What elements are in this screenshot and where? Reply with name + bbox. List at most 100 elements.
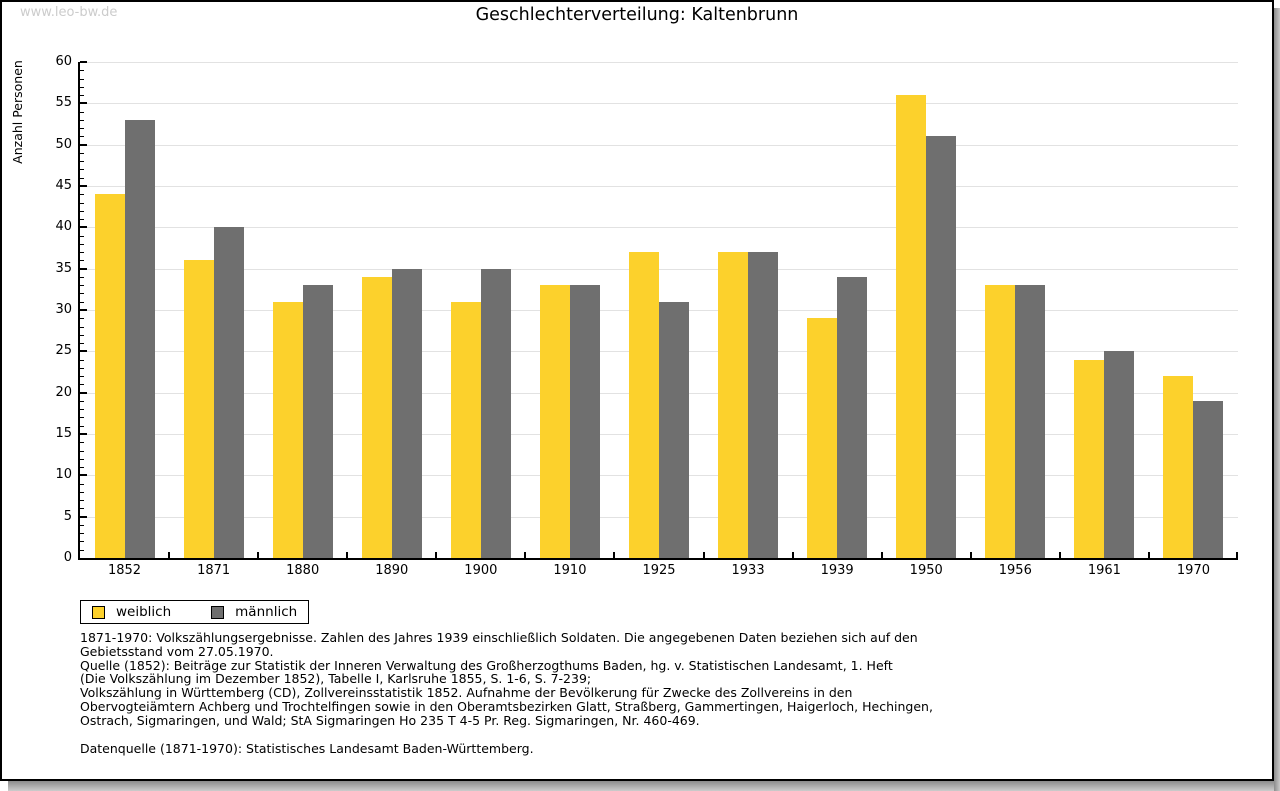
bar-männlich-1852	[124, 119, 155, 558]
x-category-label-1970: 1970	[1176, 563, 1210, 578]
x-tick-3	[346, 552, 349, 558]
y-major-tick-25	[80, 350, 87, 353]
x-tick-2	[257, 552, 260, 558]
bar-weiblich-1933	[718, 252, 749, 558]
y-major-tick-50	[80, 143, 87, 146]
y-tick-label-20: 20	[55, 384, 72, 400]
y-minor-tick-43	[80, 202, 84, 204]
y-minor-tick-6	[80, 508, 84, 510]
x-tick-4	[435, 552, 438, 558]
gridline-50	[80, 144, 1238, 146]
y-minor-tick-31	[80, 301, 84, 303]
y-tick-label-25: 25	[55, 343, 72, 359]
y-major-tick-60	[80, 61, 87, 63]
bar-männlich-1880	[302, 285, 333, 558]
y-tick-label-55: 55	[55, 95, 72, 111]
y-minor-tick-58	[80, 78, 84, 80]
y-minor-tick-53	[80, 119, 84, 121]
x-tick-13	[1236, 552, 1238, 558]
y-minor-tick-52	[80, 128, 84, 130]
bar-männlich-1970	[1193, 400, 1224, 558]
bar-weiblich-1880	[272, 301, 303, 558]
bar-weiblich-1900	[450, 301, 481, 558]
x-category-label-1880: 1880	[286, 563, 320, 578]
y-minor-tick-19	[80, 400, 84, 402]
bar-männlich-1910	[569, 285, 600, 558]
y-major-tick-45	[80, 185, 87, 187]
chart-title: Geschlechterverteilung: Kaltenbrunn	[475, 5, 799, 25]
frame-shadow-bottom	[8, 781, 1274, 791]
y-minor-tick-27	[80, 334, 84, 336]
bar-männlich-1950	[926, 136, 957, 558]
note-line-1: 1871-1970: Volkszählungsergebnisse. Zahl…	[80, 630, 918, 645]
y-major-tick-10	[80, 474, 87, 477]
y-minor-tick-44	[80, 194, 84, 196]
x-category-label-1956: 1956	[998, 563, 1032, 578]
y-tick-label-50: 50	[55, 136, 72, 152]
y-minor-tick-41	[80, 219, 84, 221]
gridline-45	[80, 186, 1238, 187]
bar-männlich-1939	[837, 276, 868, 558]
legend-item-weiblich: weiblich	[92, 604, 171, 620]
x-category-label-1900: 1900	[464, 563, 498, 578]
gridline-35	[80, 268, 1238, 270]
y-minor-tick-12	[80, 458, 84, 460]
x-tick-8	[791, 552, 794, 558]
frame-shadow-right	[1274, 8, 1280, 791]
y-minor-tick-17	[80, 417, 84, 419]
y-minor-tick-21	[80, 384, 84, 386]
bar-männlich-1933	[748, 252, 779, 558]
y-axis-title: Anzahl Personen	[10, 60, 25, 164]
footnotes: 1871-1970: Volkszählungsergebnisse. Zahl…	[80, 631, 933, 755]
y-minor-tick-48	[80, 161, 84, 163]
bar-weiblich-1950	[896, 95, 927, 558]
y-tick-label-5: 5	[63, 508, 72, 524]
gridline-40	[80, 227, 1238, 229]
bar-männlich-1961	[1104, 351, 1135, 558]
plot-inner	[80, 61, 1238, 558]
legend-item-maennlich: männlich	[211, 604, 297, 620]
bar-männlich-1890	[391, 268, 422, 558]
y-minor-tick-23	[80, 367, 84, 369]
y-tick-label-10: 10	[55, 467, 72, 483]
x-tick-11	[1058, 552, 1061, 558]
note-line-7: Ostrach, Sigmaringen, und Wald; StA Sigm…	[80, 712, 700, 728]
bar-männlich-1871	[213, 227, 244, 558]
y-minor-tick-49	[80, 152, 84, 154]
y-minor-tick-3	[80, 533, 84, 535]
x-tick-5	[524, 552, 527, 558]
x-tick-10	[969, 552, 972, 558]
datasource-line: Datenquelle (1871-1970): Statistisches L…	[80, 740, 534, 756]
x-tick-7	[702, 552, 705, 558]
bar-weiblich-1961	[1074, 359, 1105, 558]
y-tick-label-35: 35	[55, 260, 72, 276]
y-minor-tick-39	[80, 235, 84, 237]
y-minor-tick-34	[80, 276, 84, 278]
x-category-label-1890: 1890	[375, 563, 409, 578]
y-major-tick-55	[80, 102, 87, 105]
y-tick-label-45: 45	[55, 178, 72, 193]
y-minor-tick-59	[80, 70, 84, 72]
bar-männlich-1956	[1015, 285, 1046, 558]
y-major-tick-20	[80, 391, 87, 394]
y-minor-tick-46	[80, 177, 84, 179]
y-minor-tick-28	[80, 326, 84, 328]
note-line-6: Obervogteiämtern Achberg und Trochtelfin…	[80, 698, 933, 714]
y-minor-tick-38	[80, 243, 84, 245]
y-major-tick-30	[80, 309, 87, 311]
y-minor-tick-33	[80, 285, 84, 287]
plot-area	[78, 61, 1238, 560]
y-minor-tick-18	[80, 409, 84, 411]
y-minor-tick-47	[80, 169, 84, 171]
note-line-2: Gebietsstand vom 27.05.1970.	[80, 643, 274, 659]
bar-männlich-1925	[659, 301, 689, 558]
watermark: www.leo-bw.de	[20, 5, 118, 20]
y-minor-tick-56	[80, 95, 84, 97]
x-category-label-1939: 1939	[820, 563, 854, 578]
y-minor-tick-11	[80, 467, 84, 469]
bar-weiblich-1871	[183, 260, 214, 558]
x-category-label-1925: 1925	[642, 563, 676, 578]
x-category-label-1950: 1950	[909, 563, 943, 578]
x-category-label-1852: 1852	[107, 563, 142, 578]
y-minor-tick-13	[80, 450, 84, 452]
